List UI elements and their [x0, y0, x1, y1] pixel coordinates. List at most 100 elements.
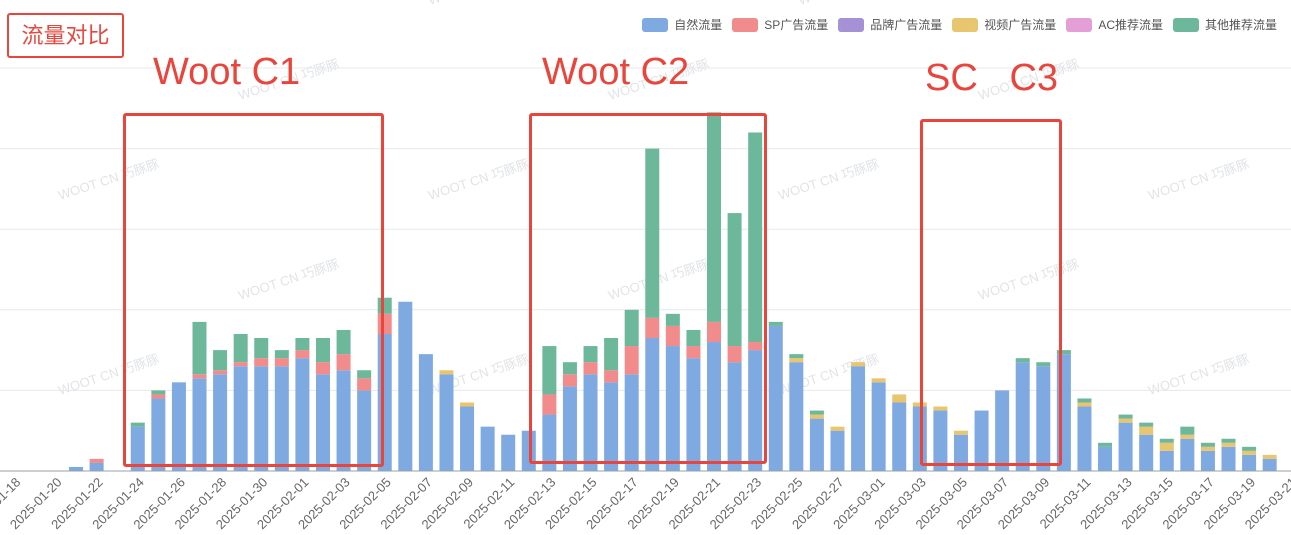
bar-segment-video[interactable]	[871, 378, 886, 383]
bar-segment-other[interactable]	[1139, 422, 1154, 427]
bar-segment-natural[interactable]	[1139, 434, 1154, 471]
bar-segment-natural[interactable]	[233, 366, 248, 471]
bar-segment-natural[interactable]	[974, 410, 989, 471]
bar-segment-other[interactable]	[1077, 398, 1092, 403]
bar-segment-other[interactable]	[295, 338, 310, 351]
bar-segment-other[interactable]	[1159, 438, 1174, 443]
bar-segment-other[interactable]	[727, 213, 742, 347]
bar-segment-other[interactable]	[789, 354, 804, 359]
bar-segment-natural[interactable]	[521, 430, 536, 471]
bar-segment-natural[interactable]	[1242, 454, 1257, 471]
bar-segment-other[interactable]	[707, 112, 722, 322]
bar-segment-natural[interactable]	[336, 370, 351, 471]
bar-segment-natural[interactable]	[151, 398, 166, 471]
bar-segment-sp[interactable]	[707, 321, 722, 343]
bar-segment-natural[interactable]	[995, 390, 1010, 471]
bar-segment-natural[interactable]	[460, 406, 475, 471]
bar-segment-other[interactable]	[130, 422, 145, 427]
bar-segment-natural[interactable]	[274, 366, 289, 471]
bar-segment-other[interactable]	[768, 321, 783, 326]
bar-segment-other[interactable]	[254, 338, 269, 359]
bar-segment-natural[interactable]	[1118, 422, 1133, 471]
bar-segment-natural[interactable]	[583, 374, 598, 471]
bar-segment-natural[interactable]	[398, 301, 413, 471]
bar-segment-video[interactable]	[830, 426, 845, 431]
bar-segment-video[interactable]	[1200, 446, 1215, 451]
bar-segment-other[interactable]	[583, 346, 598, 363]
bar-segment-other[interactable]	[315, 338, 330, 363]
bar-segment-sp[interactable]	[604, 370, 619, 383]
bar-segment-natural[interactable]	[254, 366, 269, 471]
bar-segment-other[interactable]	[809, 410, 824, 415]
bar-segment-natural[interactable]	[645, 338, 660, 471]
bar-segment-natural[interactable]	[707, 342, 722, 471]
bar-segment-video[interactable]	[809, 414, 824, 419]
bar-segment-sp[interactable]	[748, 342, 763, 351]
bar-segment-natural[interactable]	[480, 426, 495, 471]
bar-segment-other[interactable]	[542, 346, 557, 395]
bar-segment-sp[interactable]	[624, 346, 639, 375]
bar-segment-natural[interactable]	[933, 410, 948, 471]
bar-segment-sp[interactable]	[295, 350, 310, 359]
bar-segment-natural[interactable]	[851, 366, 866, 471]
bar-segment-natural[interactable]	[871, 382, 886, 471]
bar-segment-sp[interactable]	[89, 458, 104, 463]
bar-segment-video[interactable]	[1159, 442, 1174, 451]
bar-segment-natural[interactable]	[130, 426, 145, 471]
bar-segment-natural[interactable]	[1015, 362, 1030, 471]
legend-item-other[interactable]: 其他推荐流量	[1172, 16, 1277, 33]
bar-segment-natural[interactable]	[69, 466, 84, 471]
legend-item-brand[interactable]: 品牌广告流量	[838, 16, 942, 33]
bar-segment-other[interactable]	[151, 390, 166, 395]
bar-segment-natural[interactable]	[830, 430, 845, 471]
bar-segment-other[interactable]	[213, 350, 228, 371]
bar-segment-sp[interactable]	[357, 378, 372, 391]
bar-segment-other[interactable]	[686, 329, 701, 347]
bar-segment-other[interactable]	[748, 132, 763, 343]
bar-segment-natural[interactable]	[418, 354, 433, 471]
bar-segment-other[interactable]	[336, 329, 351, 355]
bar-segment-natural[interactable]	[604, 382, 619, 471]
legend-item-ac[interactable]: AC推荐流量	[1066, 16, 1163, 33]
bar-segment-video[interactable]	[953, 430, 968, 435]
bar-segment-other[interactable]	[665, 313, 680, 326]
bar-segment-other[interactable]	[1056, 350, 1071, 355]
bar-segment-natural[interactable]	[912, 406, 927, 471]
bar-segment-natural[interactable]	[562, 386, 577, 471]
legend-item-sp[interactable]: SP广告流量	[732, 16, 828, 33]
bar-segment-sp[interactable]	[686, 346, 701, 359]
bar-segment-sp[interactable]	[213, 370, 228, 375]
bar-segment-other[interactable]	[1242, 446, 1257, 451]
bar-segment-video[interactable]	[912, 402, 927, 407]
bar-segment-other[interactable]	[562, 362, 577, 375]
bar-segment-sp[interactable]	[542, 394, 557, 415]
bar-segment-sp[interactable]	[192, 374, 207, 379]
bar-segment-natural[interactable]	[1262, 458, 1277, 471]
bar-segment-video[interactable]	[439, 370, 454, 375]
bar-segment-natural[interactable]	[171, 382, 186, 471]
bar-segment-other[interactable]	[624, 309, 639, 347]
bar-segment-sp[interactable]	[274, 358, 289, 367]
bar-segment-natural[interactable]	[1200, 450, 1215, 471]
bar-segment-video[interactable]	[1180, 434, 1195, 439]
bar-segment-other[interactable]	[192, 321, 207, 375]
bar-segment-video[interactable]	[1221, 442, 1236, 447]
bar-segment-natural[interactable]	[892, 402, 907, 471]
bar-segment-natural[interactable]	[439, 374, 454, 471]
bar-segment-other[interactable]	[1221, 438, 1236, 443]
bar-segment-natural[interactable]	[1159, 450, 1174, 471]
bar-segment-video[interactable]	[1077, 402, 1092, 407]
bar-segment-sp[interactable]	[562, 374, 577, 387]
bar-segment-sp[interactable]	[254, 358, 269, 367]
bar-segment-sp[interactable]	[233, 362, 248, 367]
bar-segment-natural[interactable]	[953, 434, 968, 471]
bar-segment-video[interactable]	[851, 362, 866, 367]
chart-legend[interactable]: 自然流量 SP广告流量 品牌广告流量 视频广告流量 AC推荐流量 其他推荐流量	[642, 16, 1277, 33]
bar-segment-other[interactable]	[1200, 442, 1215, 447]
bar-segment-other[interactable]	[604, 338, 619, 371]
bar-segment-natural[interactable]	[295, 358, 310, 471]
legend-item-video[interactable]: 视频广告流量	[952, 16, 1056, 33]
bar-segment-natural[interactable]	[1180, 438, 1195, 471]
bar-segment-sp[interactable]	[645, 317, 660, 339]
bar-segment-natural[interactable]	[665, 346, 680, 471]
